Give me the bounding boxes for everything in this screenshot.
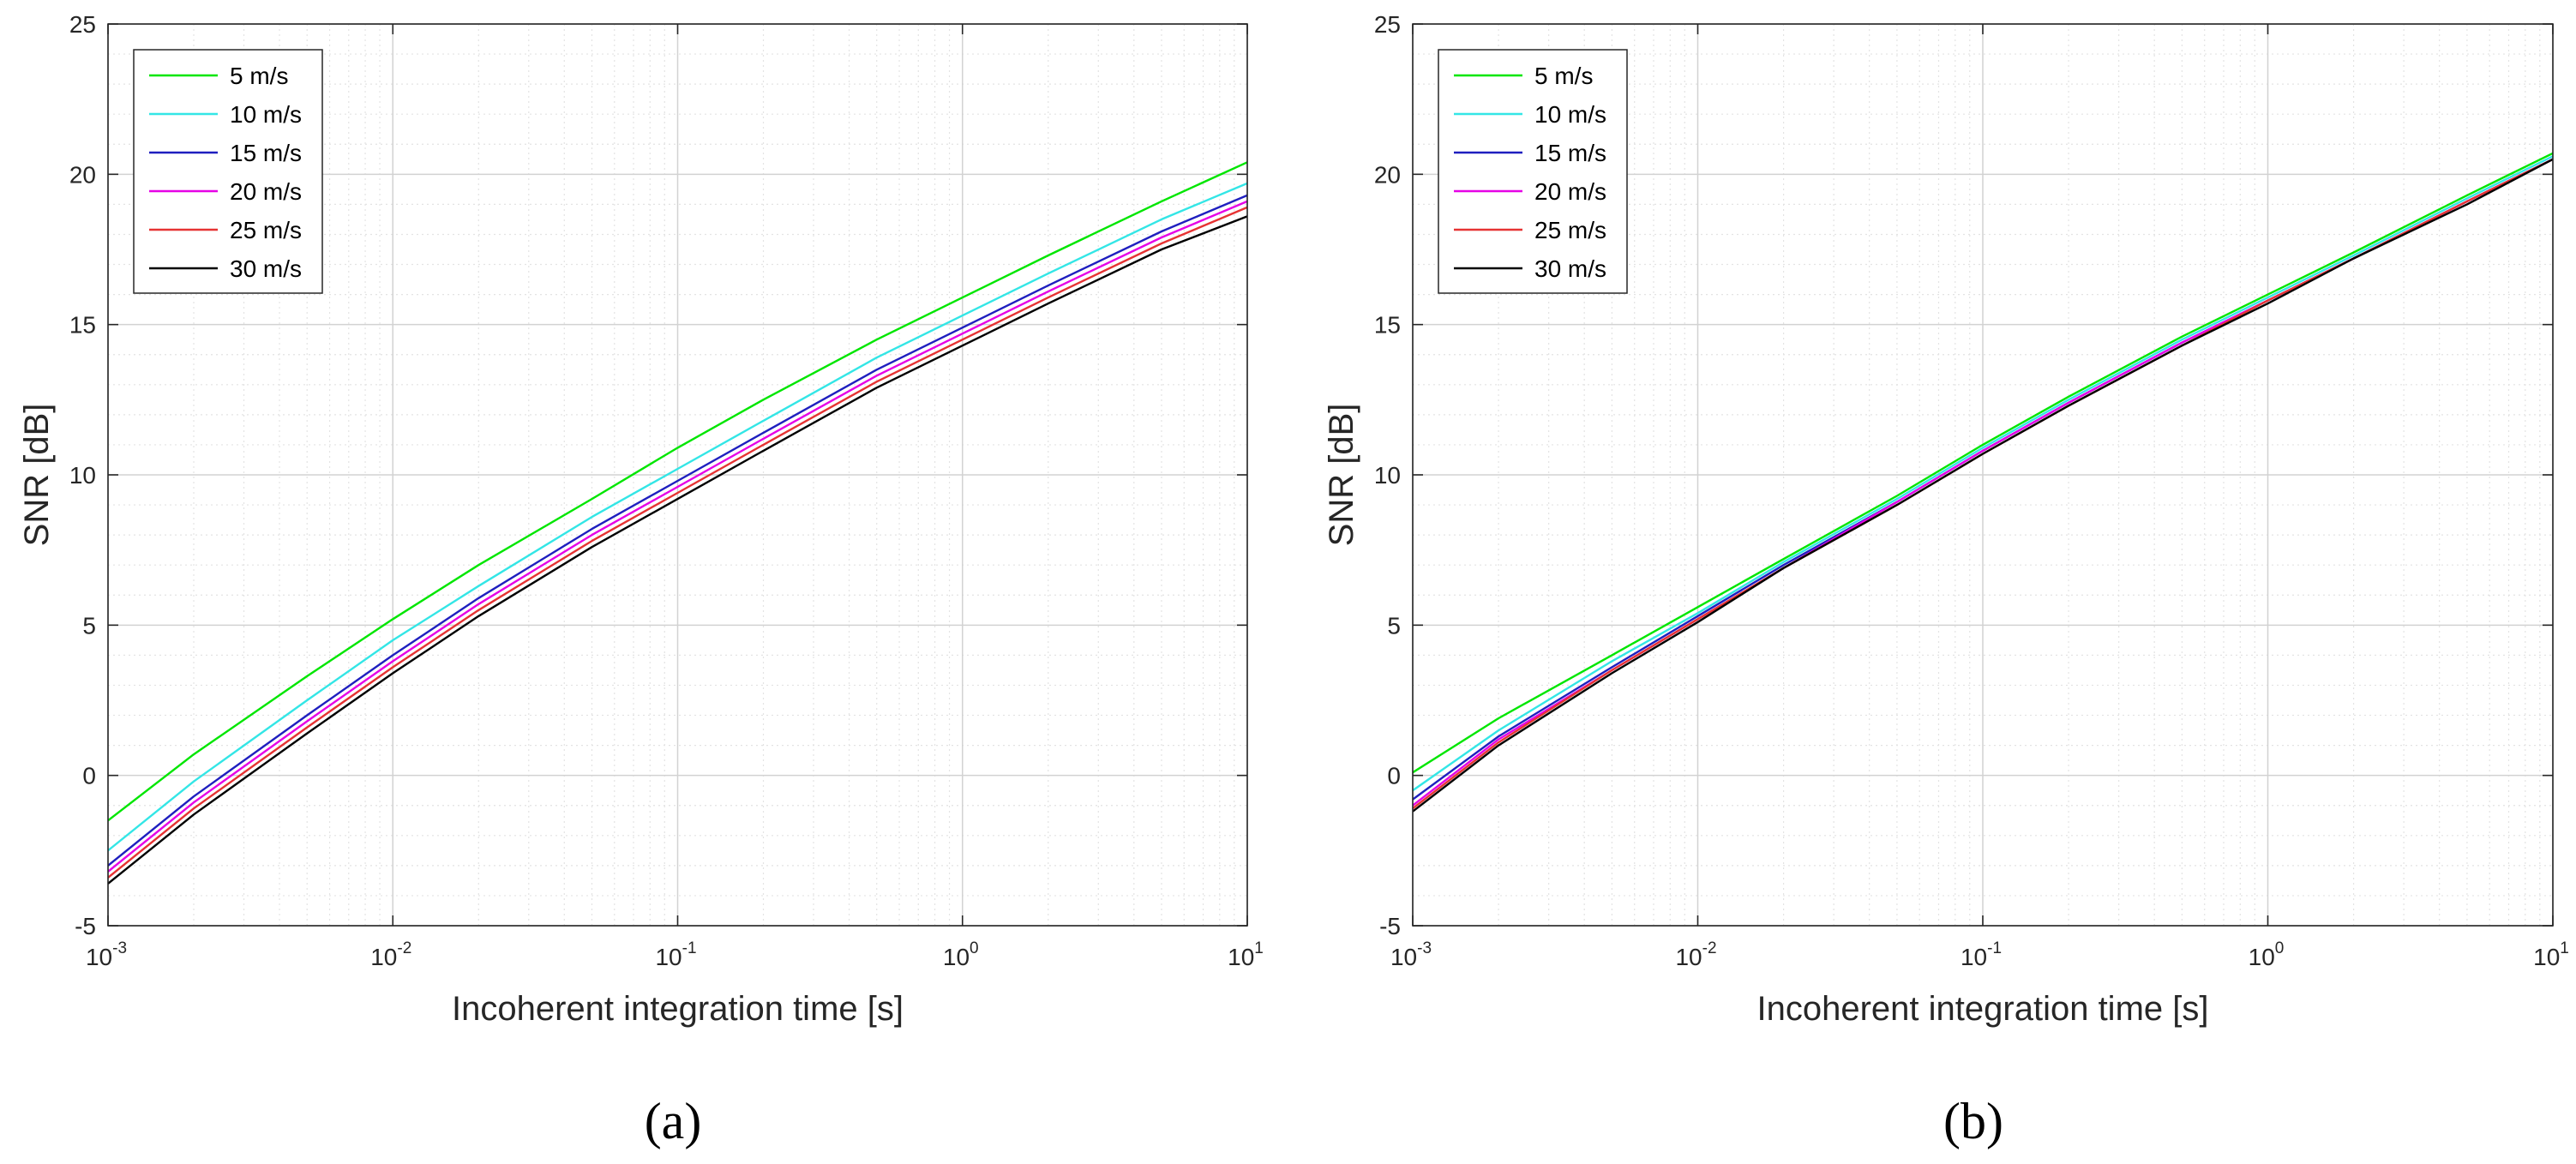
chart-a-x-tick-label: 100 bbox=[943, 939, 979, 970]
chart-b-x-tick-label: 101 bbox=[2533, 939, 2569, 970]
chart-b-y-tick-label: 10 bbox=[1374, 462, 1401, 489]
chart-a-series-line-5-m-s bbox=[107, 161, 1248, 822]
chart-a-legend-label: 30 m/s bbox=[230, 255, 302, 282]
chart-a-legend-label: 5 m/s bbox=[230, 63, 288, 89]
chart-a-x-tick-label: 10-3 bbox=[86, 939, 127, 970]
chart-panel-b: 10-3 10-2 10-1 100 101 -5 0 5 10 15 20 25 Incoherent… bbox=[1323, 11, 2569, 1028]
chart-b-x-tick-label: 100 bbox=[2249, 939, 2285, 970]
chart-a-y-tick-label: 15 bbox=[69, 312, 96, 339]
chart-b-x-tick-label: 10-1 bbox=[1961, 939, 2002, 970]
panel-label-a: (a) bbox=[645, 1093, 702, 1149]
chart-a-legend-box bbox=[133, 49, 323, 294]
chart-a-series-line-30-m-s bbox=[107, 215, 1248, 885]
chart-b-y-tick-label: 15 bbox=[1374, 312, 1401, 339]
chart-a-legend-label: 10 m/s bbox=[230, 101, 302, 128]
chart-a-legend-label: 20 m/s bbox=[230, 178, 302, 205]
chart-a-y-tick-label: -5 bbox=[75, 913, 96, 939]
chart-b-y-tick-label: -5 bbox=[1379, 913, 1401, 939]
chart-a-y-tick-label: 25 bbox=[69, 11, 96, 38]
chart-b-series-line-30-m-s bbox=[1412, 158, 2554, 813]
chart-a-y-tick-label: 0 bbox=[82, 763, 96, 789]
chart-a-y-axis-label: SNR [dB] bbox=[18, 404, 56, 547]
chart-a-x-tick-label: 101 bbox=[1228, 939, 1264, 970]
chart-a-legend-label: 25 m/s bbox=[230, 217, 302, 243]
chart-b-x-tick-label: 10-2 bbox=[1675, 939, 1716, 970]
chart-b-y-axis-label: SNR [dB] bbox=[1323, 404, 1360, 547]
chart-a-x-tick-label: 10-2 bbox=[370, 939, 411, 970]
chart-b-legend: 5 m/s 10 m/s 15 m/s 20 m/s 25 m/s 30 m/s bbox=[1438, 49, 1628, 294]
chart-b-y-tick-label: 5 bbox=[1387, 612, 1401, 639]
chart-b-x-tick-label: 10-3 bbox=[1390, 939, 1432, 970]
chart-b-legend-label: 20 m/s bbox=[1534, 178, 1606, 205]
chart-a-y-tick-label: 10 bbox=[69, 462, 96, 489]
chart-b-legend-box bbox=[1438, 49, 1628, 294]
chart-b-series-line-10-m-s bbox=[1412, 155, 2554, 792]
chart-a-series-line-10-m-s bbox=[107, 182, 1248, 852]
chart-b-series-line-5-m-s bbox=[1412, 152, 2554, 774]
chart-b-legend-label: 15 m/s bbox=[1534, 140, 1606, 166]
chart-a-x-tick-label: 10-1 bbox=[655, 939, 696, 970]
chart-a-series-line-15-m-s bbox=[107, 194, 1248, 867]
chart-panel-a: 10-3 10-2 10-1 100 101 -5 0 5 10 15 20 25 Incoherent… bbox=[18, 11, 1264, 1028]
panel-label-b: (b) bbox=[1943, 1093, 2003, 1149]
chart-b-legend-label: 25 m/s bbox=[1534, 217, 1606, 243]
chart-b-x-axis-label: Incoherent integration time [s] bbox=[1757, 990, 2209, 1028]
chart-b-y-tick-label: 20 bbox=[1374, 161, 1401, 188]
chart-a-legend-label: 15 m/s bbox=[230, 140, 302, 166]
chart-b-legend-label: 5 m/s bbox=[1534, 63, 1593, 89]
chart-a-y-tick-label: 20 bbox=[69, 161, 96, 188]
chart-a-x-axis-label: Incoherent integration time [s] bbox=[452, 990, 904, 1028]
chart-b-y-tick-label: 0 bbox=[1387, 763, 1401, 789]
chart-a-series-line-25-m-s bbox=[107, 206, 1248, 879]
chart-b-y-tick-label: 25 bbox=[1374, 11, 1401, 38]
chart-a-series-line-20-m-s bbox=[107, 200, 1248, 873]
chart-b-legend-label: 30 m/s bbox=[1534, 255, 1606, 282]
chart-b-legend-label: 10 m/s bbox=[1534, 101, 1606, 128]
chart-a-y-tick-label: 5 bbox=[82, 612, 96, 639]
chart-a-legend: 5 m/s 10 m/s 15 m/s 20 m/s 25 m/s 30 m/s bbox=[133, 49, 323, 294]
